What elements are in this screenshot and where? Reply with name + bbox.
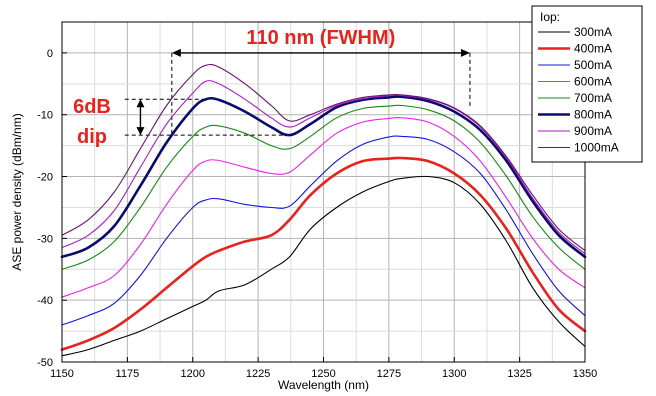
y-tick-label: -20: [37, 172, 53, 184]
y-tick-label: -10: [37, 110, 53, 122]
series-lines: [60, 63, 587, 357]
legend: Iop: 300mA 400mA 500mA 600mA 700mA 800mA 900mA…: [531, 5, 643, 163]
x-tick-label: 1225: [246, 368, 270, 380]
legend-items: 300mA 400mA 500mA 600mA 700mA 800mA 900mA 1000m…: [538, 25, 619, 155]
x-tick-label: 1275: [377, 368, 401, 380]
series-line-800mA: [60, 95, 587, 259]
x-tick-label: 1175: [116, 368, 140, 380]
series-line-600mA: [61, 116, 586, 298]
legend-entry: 900mA: [574, 124, 612, 138]
fwhm-arrowhead-right: [460, 48, 470, 57]
x-tick-label: 1300: [442, 368, 466, 380]
legend-title: Iop:: [540, 10, 560, 24]
dip-arrowhead-bottom: [136, 127, 145, 136]
dip-arrowhead-top: [136, 99, 145, 108]
y-tick-label: -30: [37, 233, 53, 245]
series-line-400mA: [60, 156, 587, 351]
x-tick-label: 1150: [50, 368, 74, 380]
dip-annotation-line2: dip: [77, 126, 107, 148]
y-tick-label: -50: [37, 357, 53, 369]
legend-entry: 700mA: [574, 91, 612, 105]
axis-ticks: 1150 1175 1200 1225 1250 1275 1300 1325 1350 0 -10…: [37, 48, 597, 380]
series-line-900mA: [61, 80, 586, 255]
x-tick-label: 1350: [573, 368, 597, 380]
legend-entry: 300mA: [574, 25, 612, 39]
legend-entry: 800mA: [574, 108, 612, 122]
series-line-300mA: [61, 175, 586, 357]
legend-entry: 400mA: [574, 42, 612, 56]
x-tick-label: 1200: [181, 368, 205, 380]
y-axis-label: ASE power density (dBm/nm): [10, 113, 24, 270]
dip-annotation-line1: 6dB: [73, 96, 111, 118]
series-line-500mA: [61, 135, 586, 326]
legend-entry: 600mA: [574, 75, 612, 89]
series-line-700mA: [61, 104, 586, 270]
fwhm-annotation: 110 nm (FWHM): [246, 27, 395, 49]
x-axis-label: Wavelength (nm): [278, 378, 369, 392]
y-tick-label: 0: [47, 48, 53, 60]
x-tick-label: 1325: [507, 368, 531, 380]
annotation-lines: [124, 48, 471, 136]
fwhm-arrowhead-left: [171, 48, 181, 57]
legend-entry: 500mA: [574, 58, 612, 72]
y-tick-label: -40: [37, 295, 53, 307]
legend-entry: 1000mA: [574, 141, 619, 155]
series-line-1000mA: [61, 63, 586, 252]
x-tick-label: 1250: [311, 368, 335, 380]
